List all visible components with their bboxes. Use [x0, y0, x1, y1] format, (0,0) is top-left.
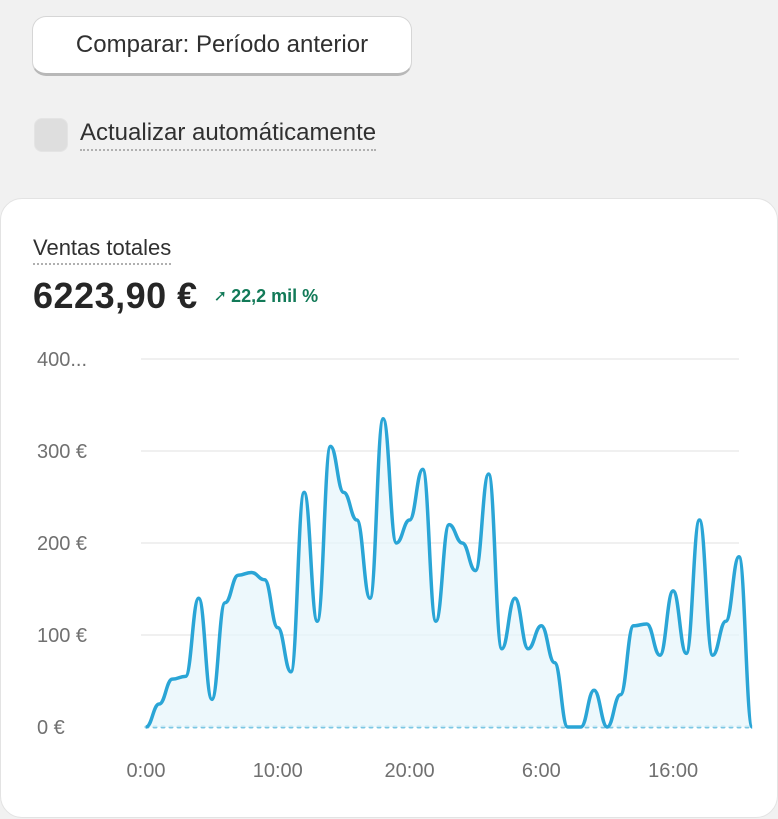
auto-refresh-label: Actualizar automáticamente — [80, 119, 377, 151]
metric-value: 6223,90 € — [33, 275, 198, 316]
compare-period-button[interactable]: Comparar: Período anterior — [32, 16, 412, 76]
metric-title[interactable]: Ventas totales — [33, 235, 172, 265]
metric-row: 6223,90 € ➚ 22,2 mil % — [33, 275, 318, 317]
compare-period-label: Comparar: Período anterior — [75, 31, 369, 58]
y-tick-label: 0 € — [37, 717, 65, 739]
y-tick-label: 100 € — [37, 625, 87, 647]
y-tick-label: 300 € — [37, 441, 87, 463]
sales-chart: 400... 300 € 200 € 100 € 0 € 0:00 10:00 20:00 6:… — [37, 349, 754, 782]
x-tick-label: 16:00 — [648, 760, 698, 782]
x-tick-label: 20:00 — [385, 760, 435, 782]
arrow-up-right-icon: ➚ — [213, 288, 228, 305]
x-tick-label: 10:00 — [253, 760, 303, 782]
auto-refresh-checkbox[interactable] — [34, 118, 68, 152]
y-tick-label: 200 € — [37, 533, 87, 555]
metric-change-value: 22,2 mil % — [231, 285, 319, 306]
metric-change-badge: ➚ 22,2 mil % — [214, 286, 318, 307]
sales-series-area — [146, 418, 753, 727]
sales-series-line — [145, 417, 754, 729]
sales-card: 400... 300 € 200 € 100 € 0 € 0:00 10:00 20:00 6:… — [0, 198, 778, 818]
auto-refresh-toggle[interactable]: Actualizar automáticamente — [34, 118, 377, 152]
x-tick-label: 6:00 — [522, 760, 561, 782]
x-tick-label: 0:00 — [127, 760, 166, 782]
y-tick-label: 400... — [37, 349, 87, 371]
